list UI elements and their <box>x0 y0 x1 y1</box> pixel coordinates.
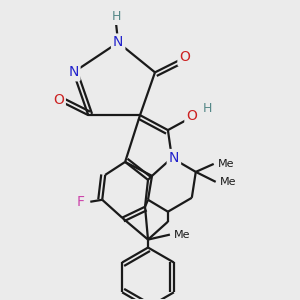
Text: N: N <box>68 65 79 80</box>
Text: O: O <box>53 93 64 107</box>
Text: O: O <box>186 109 197 123</box>
Text: F: F <box>76 195 84 209</box>
Text: O: O <box>179 50 190 64</box>
Text: Me: Me <box>174 230 190 240</box>
Text: Me: Me <box>218 159 234 169</box>
Text: H: H <box>112 10 121 23</box>
Text: Me: Me <box>219 177 236 187</box>
Text: N: N <box>113 35 123 50</box>
Text: H: H <box>203 102 212 115</box>
Text: N: N <box>169 151 179 165</box>
